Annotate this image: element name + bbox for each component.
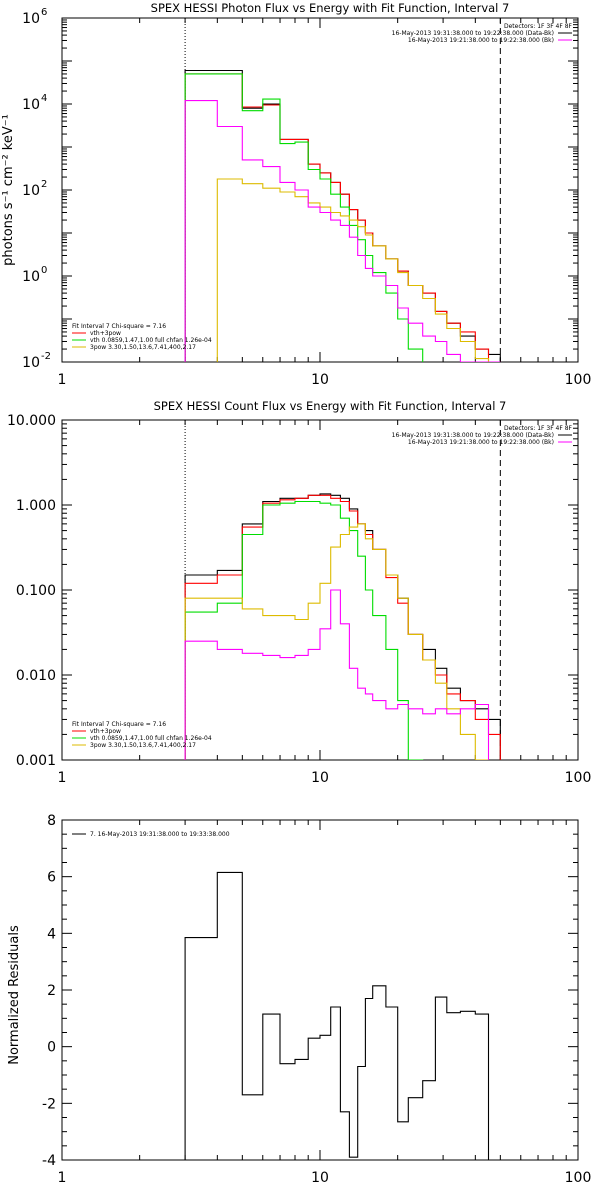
- y-tick-label: 8: [47, 813, 56, 829]
- y-tick-label: 4: [47, 926, 56, 942]
- y-tick-exponent: 6: [41, 7, 47, 18]
- legend-left-entry: Fit Interval 7 Chi-square = 7.16: [72, 721, 166, 728]
- y-tick-label: 0.010: [16, 668, 56, 684]
- legend-left-entry: vth 0.0859,1.47,1.00 full chfan 1.26e-04: [90, 735, 212, 742]
- series-line-1: [184, 73, 501, 362]
- y-tick-label: 0.001: [16, 753, 56, 769]
- y-tick-label: -4: [42, 1153, 56, 1169]
- y-tick-label: 10: [22, 269, 40, 285]
- residuals-panel: Normalized Residuals 1 10 100 -4 -2 0 2 4 6 8 7. 1…: [7, 813, 591, 1186]
- legend-left-entry: 3pow 3.30,1.50,13.6,7.41,400,2.17: [90, 344, 196, 351]
- legend-left-entry: 7. 16-May-2013 19:31:38.000 to 19:33:38.…: [90, 831, 230, 838]
- legend-right-entry: Detectors: 1F 3F 4F 8F: [504, 425, 573, 432]
- legend-left-entry: Fit Interval 7 Chi-square = 7.16: [72, 323, 166, 330]
- legend-left-entry: vth+3pow: [90, 330, 121, 337]
- series-line-2: [184, 73, 501, 362]
- residuals-ylabel: Normalized Residuals: [7, 925, 22, 1065]
- x-tick-label: 100: [565, 372, 592, 388]
- legend-right-entry: Detectors: 1F 3F 4F 8F: [504, 23, 573, 30]
- y-tick-exponent: 4: [41, 93, 47, 104]
- y-tick-label: 10: [22, 355, 40, 371]
- x-tick-label: 10: [311, 372, 329, 388]
- legend-right-entry: 16-May-2013 19:21:38.000 to 19:22:38.000…: [408, 37, 554, 44]
- legend-left-entry: vth+3pow: [90, 728, 121, 735]
- plot-frame: [61, 819, 579, 1161]
- x-tick-label: 1: [58, 1170, 67, 1186]
- series-line-0: [184, 493, 501, 760]
- y-tick-exponent: -2: [41, 351, 51, 362]
- series-line-0: [184, 871, 490, 1160]
- series-line-4: [184, 589, 501, 760]
- y-tick-label: 1.000: [16, 498, 56, 514]
- y-tick-label: 10: [22, 11, 40, 27]
- count-flux-title: SPEX HESSI Count Flux vs Energy with Fit…: [154, 399, 507, 413]
- legend-left-entry: 3pow 3.30,1.50,13.6,7.41,400,2.17: [90, 742, 196, 749]
- series-line-4: [184, 100, 501, 362]
- x-tick-label: 100: [565, 1170, 592, 1186]
- y-tick-label: -2: [42, 1096, 56, 1112]
- x-tick-label: 1: [58, 372, 67, 388]
- photon-flux-ylabel: photons s⁻¹ cm⁻² keV⁻¹: [1, 114, 16, 266]
- legend-left-entry: vth 0.0859,1.47,1.00 full chfan 1.26e-04: [90, 337, 212, 344]
- series-line-3: [184, 523, 501, 760]
- y-tick-label: 10: [22, 183, 40, 199]
- series-line-3: [184, 178, 501, 362]
- x-tick-label: 100: [565, 770, 592, 786]
- y-tick-exponent: 0: [41, 265, 47, 276]
- photon-flux-title: SPEX HESSI Photon Flux vs Energy with Fi…: [151, 1, 510, 15]
- y-tick-label: 10: [22, 97, 40, 113]
- photon-flux-panel: SPEX HESSI Photon Flux vs Energy with Fi…: [1, 1, 591, 388]
- y-tick-exponent: 2: [41, 179, 47, 190]
- y-tick-label: 6: [47, 870, 56, 886]
- legend-right-entry: 16-May-2013 19:31:38.000 to 19:22:38.000…: [392, 30, 554, 37]
- x-tick-label: 10: [311, 770, 329, 786]
- x-tick-label: 10: [311, 1170, 329, 1186]
- legend-right-entry: 16-May-2013 19:31:38.000 to 19:22:38.000…: [392, 432, 554, 439]
- count-flux-panel: SPEX HESSI Count Flux vs Energy with Fit…: [7, 399, 591, 786]
- series-line-2: [184, 500, 501, 760]
- x-tick-label: 1: [58, 770, 67, 786]
- y-tick-label: 0: [47, 1040, 56, 1056]
- y-tick-label: 10.000: [7, 413, 56, 429]
- legend-right-entry: 16-May-2013 19:21:38.000 to 19:22:38.000…: [408, 439, 554, 446]
- y-tick-label: 0.100: [16, 583, 56, 599]
- y-tick-label: 2: [47, 983, 56, 999]
